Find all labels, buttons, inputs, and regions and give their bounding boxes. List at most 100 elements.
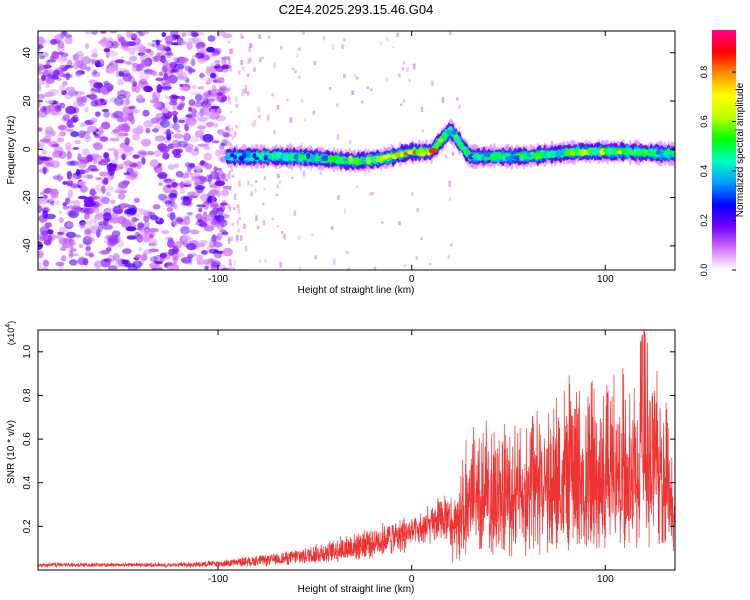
noise-speck: [132, 127, 143, 135]
noise-streak: [332, 43, 335, 50]
noise-speck: [68, 253, 79, 257]
noise-streak: [449, 31, 452, 36]
noise-speck: [174, 163, 180, 169]
track-core: [327, 155, 335, 162]
track-core: [342, 157, 350, 162]
noise-streak: [227, 267, 231, 270]
noise-speck: [152, 72, 158, 76]
noise-speck: [94, 133, 101, 139]
noise-speck: [108, 163, 117, 168]
noise-speck: [77, 195, 88, 200]
noise-speck: [38, 55, 45, 60]
noise-streak: [343, 38, 346, 42]
noise-speck: [165, 78, 170, 85]
noise-speck: [147, 42, 155, 47]
y-tick-label: 20: [22, 95, 33, 107]
noise-streak: [402, 61, 406, 65]
noise-speck: [179, 86, 190, 91]
noise-speck: [175, 218, 184, 223]
figure-title: C2E4.2025.293.15.46.G04: [279, 2, 434, 17]
noise-speck: [44, 91, 54, 98]
noise-speck: [132, 154, 140, 159]
noise-streak: [303, 117, 307, 122]
noise-speck: [121, 153, 126, 160]
noise-speck: [77, 97, 83, 103]
noise-speck: [63, 237, 72, 244]
noise-speck: [38, 68, 43, 75]
noise-speck: [50, 38, 58, 45]
noise-speck: [62, 114, 70, 121]
noise-speck: [39, 226, 50, 235]
noise-speck: [214, 180, 226, 187]
noise-speck: [114, 153, 119, 161]
noise-streak: [261, 202, 265, 206]
noise-speck: [161, 252, 171, 260]
noise-streak: [447, 255, 450, 259]
noise-speck: [166, 184, 172, 188]
noise-speck: [200, 250, 208, 255]
noise-speck: [197, 125, 207, 130]
noise-speck: [88, 62, 94, 70]
track-core: [428, 148, 438, 154]
noise-speck: [135, 31, 141, 34]
noise-speck: [197, 143, 209, 147]
noise-speck: [197, 219, 204, 223]
noise-streak: [343, 74, 346, 78]
noise-speck: [112, 110, 124, 119]
noise-speck: [98, 250, 109, 255]
noise-speck: [131, 65, 140, 72]
noise-speck: [152, 204, 161, 210]
noise-speck: [153, 260, 163, 265]
noise-streak: [241, 268, 245, 270]
noise-speck: [169, 95, 180, 99]
noise-streak: [302, 172, 306, 177]
noise-speck: [175, 170, 184, 178]
noise-streak: [259, 57, 262, 63]
noise-speck: [38, 143, 41, 148]
noise-speck: [200, 160, 206, 166]
noise-speck: [172, 217, 180, 226]
noise-speck: [167, 74, 178, 84]
noise-speck: [189, 135, 200, 143]
noise-speck: [66, 180, 74, 187]
noise-speck: [50, 92, 57, 97]
noise-speck: [211, 140, 220, 144]
noise-streak: [322, 35, 326, 41]
noise-speck: [184, 65, 192, 72]
noise-streak: [262, 220, 266, 226]
noise-speck: [166, 123, 177, 128]
noise-speck: [190, 31, 198, 36]
noise-speck: [40, 105, 47, 113]
noise-streak: [313, 60, 316, 66]
track-core: [581, 150, 588, 155]
noise-speck: [178, 119, 186, 124]
noise-speck: [59, 131, 67, 137]
noise-streak: [229, 134, 233, 137]
noise-speck: [82, 148, 90, 156]
noise-speck: [59, 237, 70, 245]
noise-speck: [99, 136, 109, 142]
track-core: [335, 159, 342, 164]
noise-speck: [196, 165, 201, 173]
noise-streak: [235, 124, 238, 129]
noise-streak: [231, 137, 234, 140]
noise-speck: [143, 120, 154, 128]
noise-streak: [227, 238, 231, 244]
track-core: [253, 156, 260, 161]
noise-speck: [39, 231, 48, 240]
noise-streak: [232, 207, 236, 210]
noise-streak: [369, 88, 373, 91]
noise-speck: [182, 199, 192, 206]
noise-speck: [69, 259, 78, 266]
noise-speck: [64, 92, 73, 100]
noise-speck: [124, 175, 130, 180]
noise-streak: [429, 262, 432, 265]
noise-streak: [236, 240, 239, 244]
noise-speck: [56, 43, 66, 53]
noise-speck: [93, 196, 103, 204]
noise-speck: [222, 33, 233, 39]
noise-speck: [41, 267, 49, 270]
noise-streak: [241, 92, 244, 97]
noise-streak: [268, 35, 271, 39]
noise-speck: [50, 194, 59, 199]
